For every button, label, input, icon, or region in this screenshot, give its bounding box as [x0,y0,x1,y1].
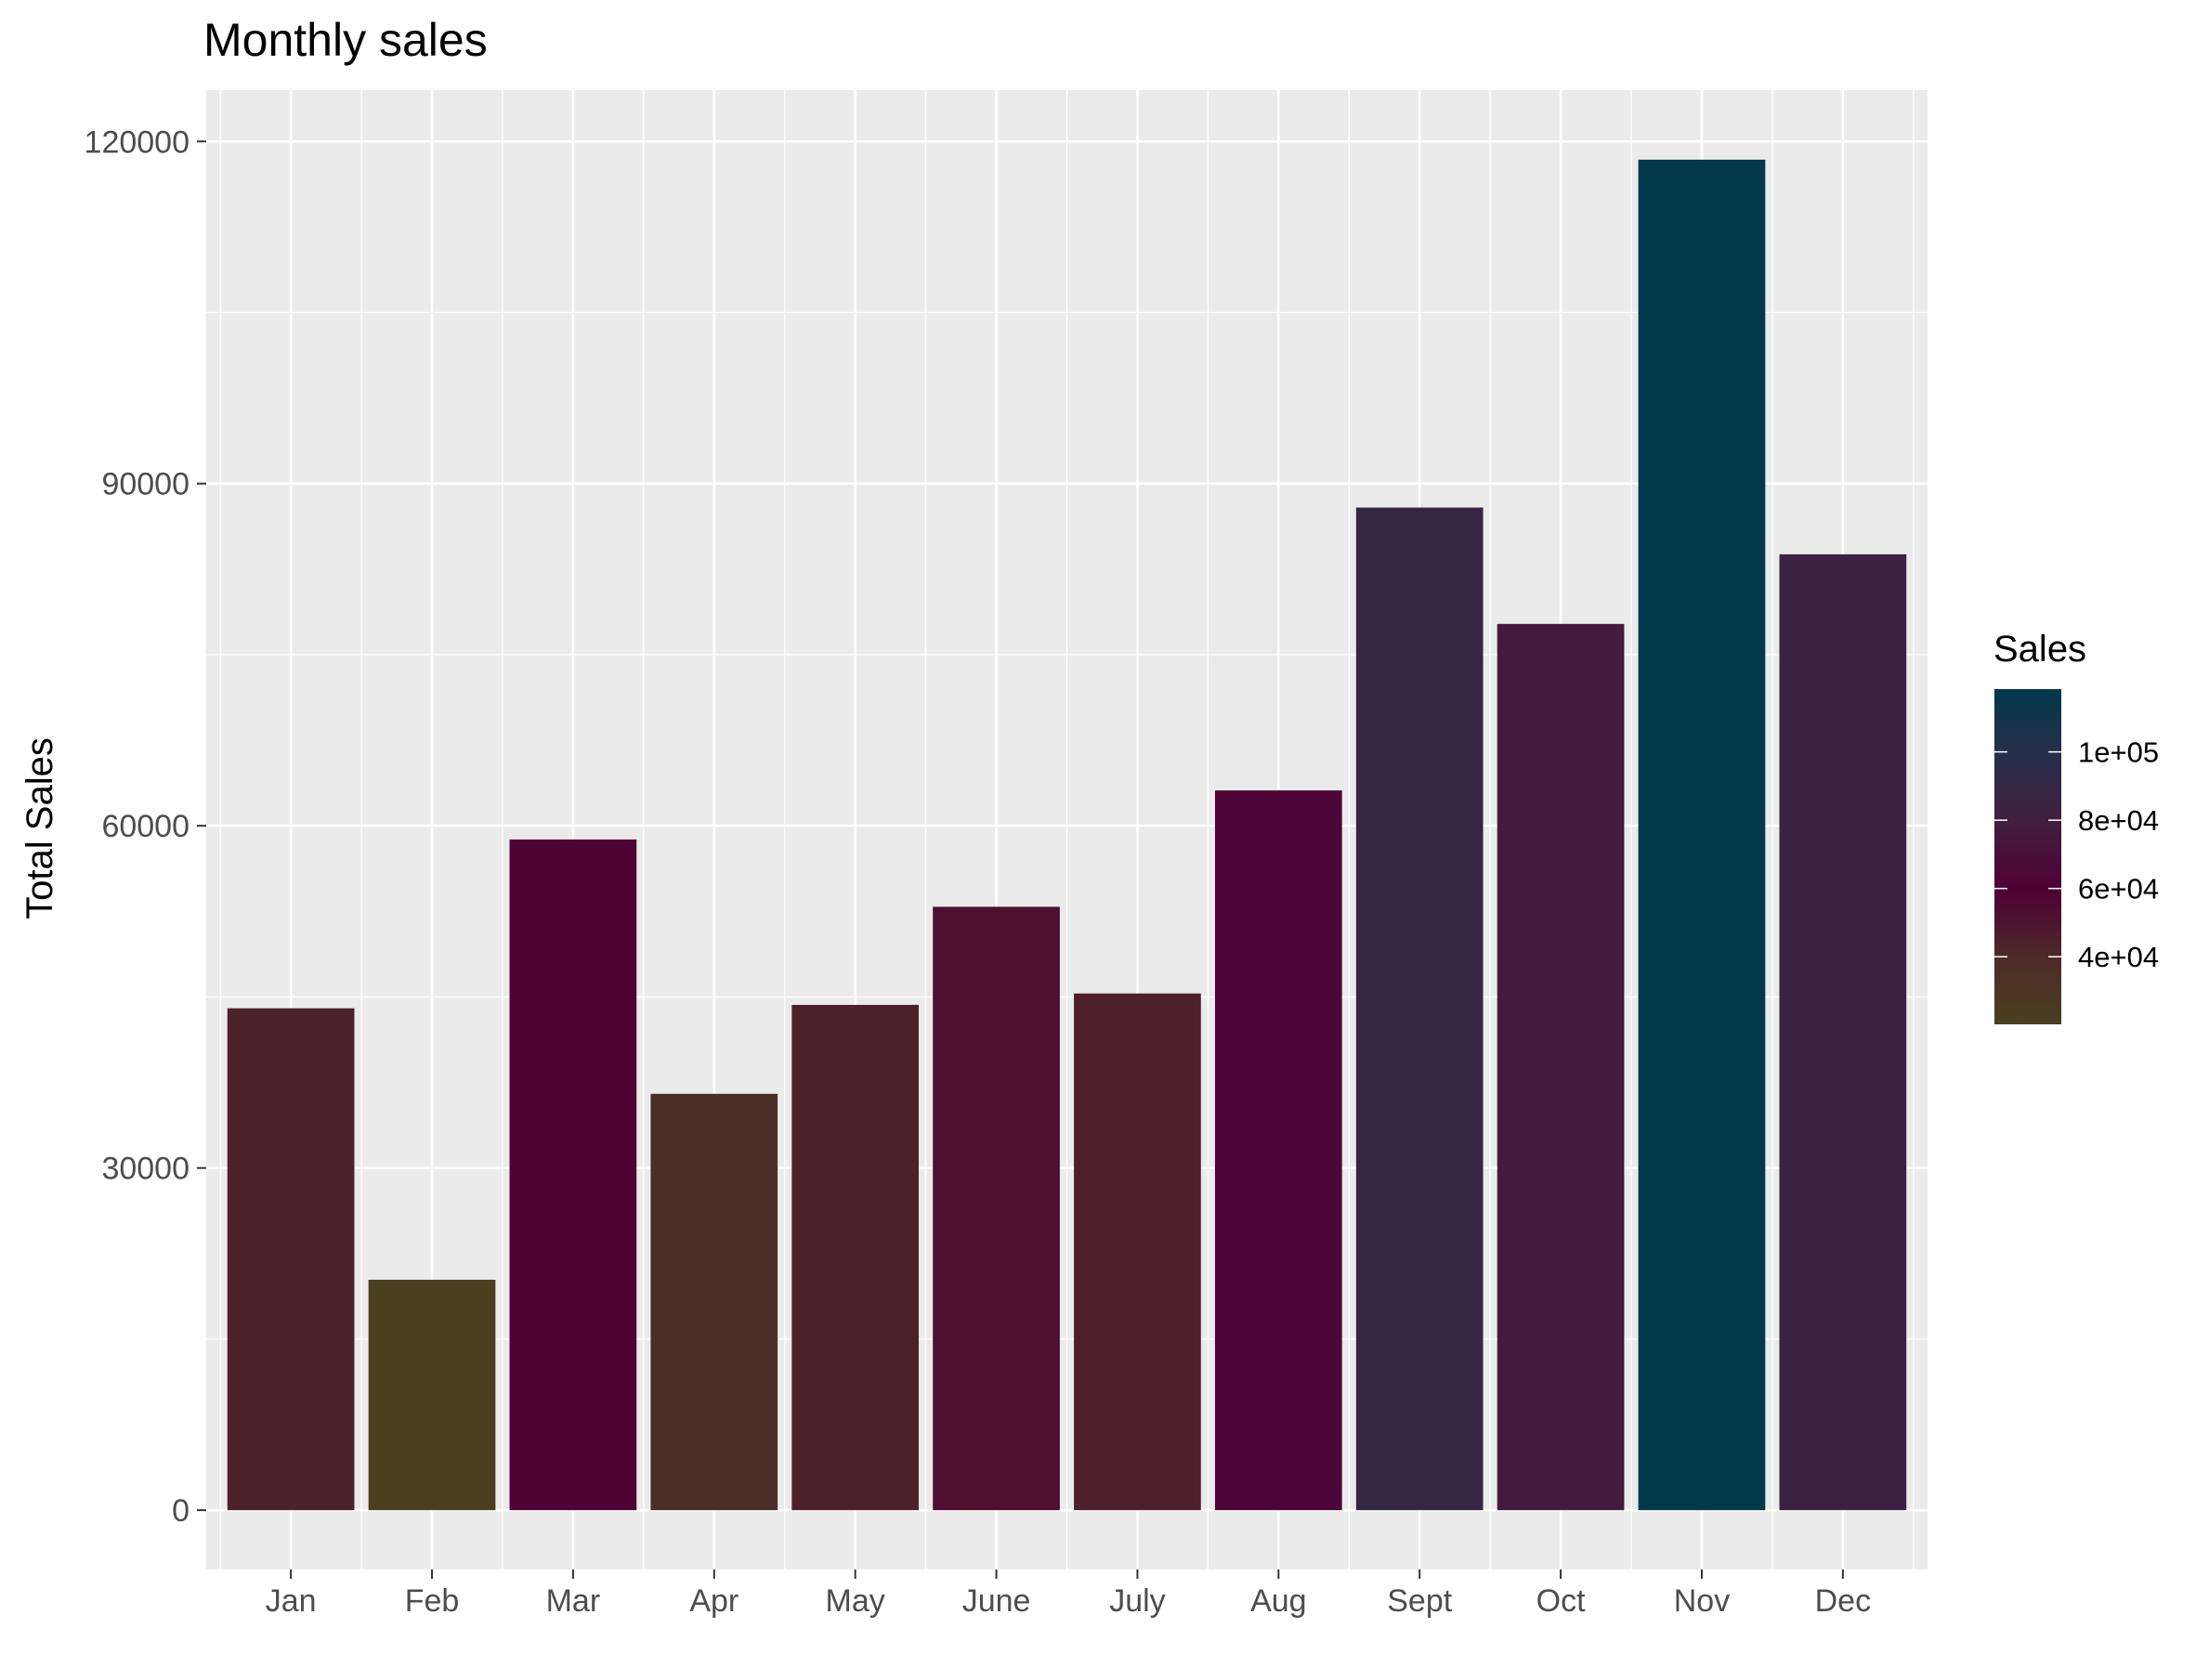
bar-jan [227,1008,355,1511]
x-tick-label: Sept [1387,1583,1452,1619]
grid-minor [206,90,1928,1569]
bar-oct [1497,623,1625,1511]
chart-title: Monthly sales [203,14,488,66]
x-tick-label: Jan [266,1583,317,1619]
y-tick-label: 0 [172,1493,190,1529]
x-tick-label: Aug [1250,1583,1307,1619]
y-tick-label: 90000 [101,467,190,502]
x-tick-label: May [826,1583,885,1619]
y-tick-label: 60000 [101,809,190,844]
x-tick-label: Feb [405,1583,460,1619]
x-axis: Jan Feb Mar Apr May June July Aug Sept Oct Nov Dec [266,1569,1871,1619]
x-tick-label: Oct [1536,1583,1586,1619]
y-axis: 0 30000 60000 90000 120000 [85,124,206,1529]
legend-label: 6e+04 [2078,873,2159,905]
x-tick-label: Nov [1674,1583,1730,1619]
legend-title: Sales [1993,629,2086,670]
x-tick-label: June [962,1583,1031,1619]
legend-label: 1e+05 [2078,736,2159,769]
x-tick-label: Dec [1815,1583,1871,1619]
legend-label: 4e+04 [2078,941,2159,973]
legend-colorbar [1994,689,2061,1024]
y-tick-label: 30000 [101,1152,190,1187]
bar-aug [1214,790,1342,1511]
bar-feb [368,1280,496,1511]
y-axis-label: Total Sales [20,737,60,919]
bar-sept [1355,507,1484,1511]
bar-apr [650,1093,778,1511]
bar-mar [509,839,637,1511]
bar-may [791,1005,920,1511]
bar-dec [1779,553,1907,1511]
x-tick-label: Mar [546,1583,601,1619]
bar-nov [1638,159,1766,1511]
legend-label: 8e+04 [2078,804,2159,837]
legend-ticks: 4e+04 6e+04 8e+04 1e+05 [1994,736,2159,973]
bar-july [1074,993,1201,1511]
legend: Sales 4e+04 6e+04 8e+04 1e+05 [1993,629,2159,1024]
bars [227,159,1907,1511]
bar-june [933,906,1060,1511]
y-tick-label: 120000 [85,124,190,160]
x-tick-label: Apr [689,1583,739,1619]
x-tick-label: July [1109,1583,1165,1619]
